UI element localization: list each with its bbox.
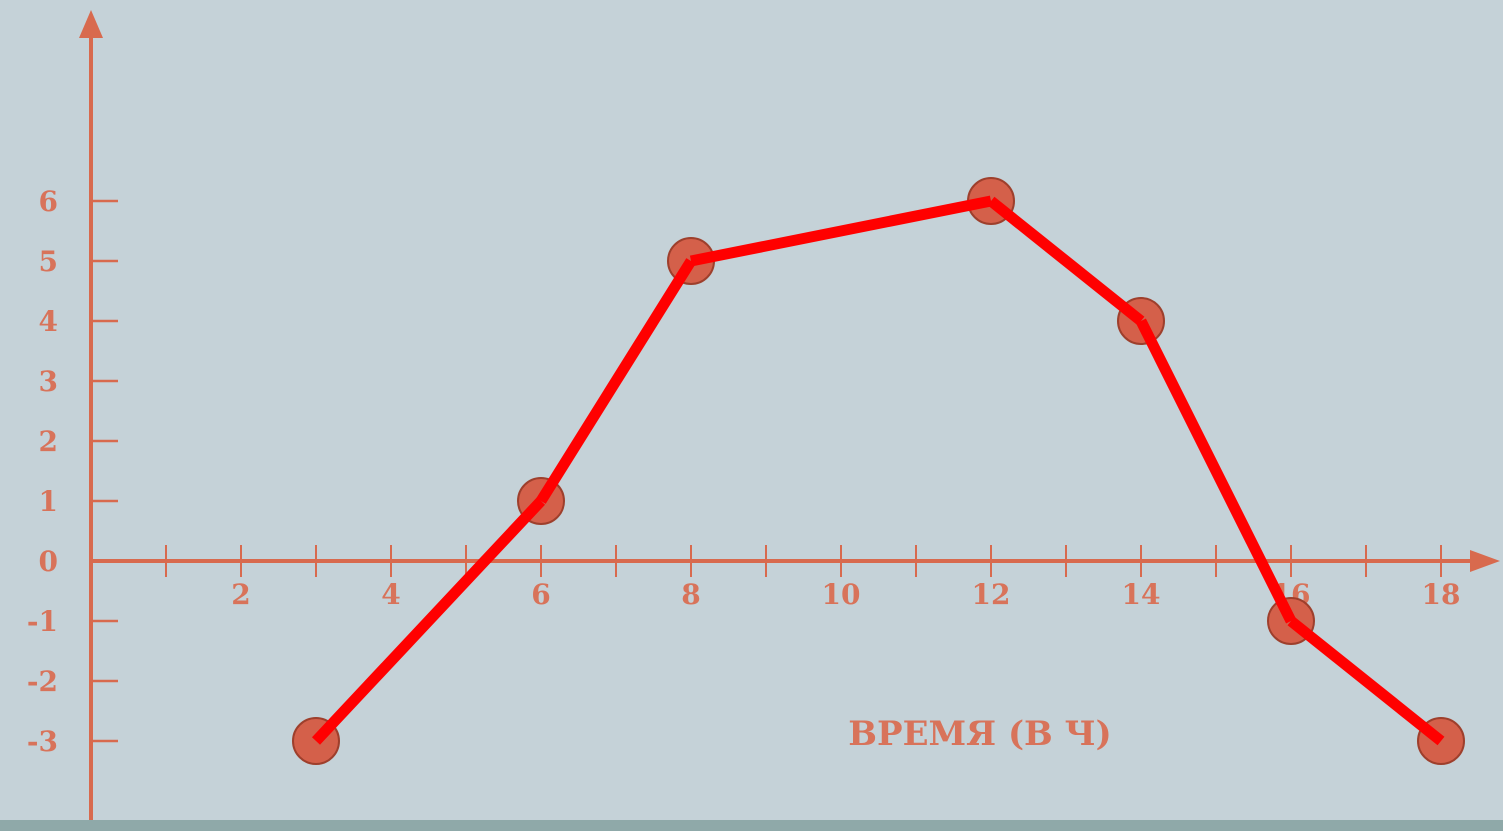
y-tick-label: 6 [39, 185, 58, 218]
x-tick-label: 2 [231, 578, 250, 611]
y-tick-label: 2 [39, 425, 58, 458]
y-tick-label: 1 [39, 485, 58, 518]
y-tick-label: 4 [39, 305, 58, 338]
x-tick-label: 12 [972, 578, 1011, 611]
x-tick-label: 18 [1422, 578, 1461, 611]
x-tick-label: 6 [531, 578, 550, 611]
y-tick-label: -1 [27, 605, 58, 638]
x-tick-label: 8 [681, 578, 700, 611]
y-tick-label: 0 [39, 545, 58, 578]
y-tick-label: -2 [27, 665, 58, 698]
x-tick-label: 4 [381, 578, 400, 611]
series-line-segment [689, 195, 993, 267]
bottom-band [0, 820, 1503, 831]
x-tick-label: 10 [822, 578, 861, 611]
series-line-segment [311, 497, 546, 745]
y-tick-label: 5 [39, 245, 58, 278]
x-axis-arrow [1470, 550, 1500, 572]
series-line-segment [1287, 616, 1445, 746]
series-line-segment [536, 258, 696, 504]
y-tick-label: 3 [39, 365, 58, 398]
x-axis-title: ВРЕМЯ (В Ч) [848, 714, 1111, 754]
y-tick-label: -3 [27, 725, 58, 758]
series-line-segment [1136, 318, 1296, 624]
x-tick-label: 14 [1122, 578, 1161, 611]
y-axis-arrow [79, 10, 103, 38]
series-line-segment [987, 196, 1145, 326]
